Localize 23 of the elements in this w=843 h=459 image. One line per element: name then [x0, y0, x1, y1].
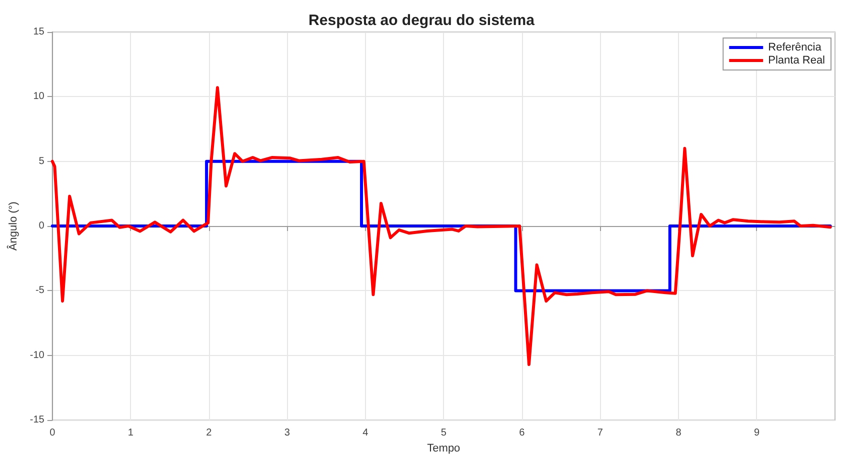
x-axis-title: Tempo [427, 442, 460, 454]
x-tick-label: 9 [754, 428, 760, 439]
x-tick-label: 3 [284, 428, 290, 439]
x-tick-label: 6 [519, 428, 526, 439]
legend-label: Planta Real [768, 54, 826, 66]
x-tick-label: 0 [50, 428, 56, 439]
chart-title: Resposta ao degrau do sistema [308, 12, 536, 29]
y-tick-label: 10 [33, 91, 45, 102]
x-tick-label: 2 [206, 428, 212, 439]
legend-label: Referência [768, 42, 822, 54]
y-tick-label: 15 [33, 26, 45, 38]
x-tick-label: 7 [597, 428, 604, 439]
y-tick-label: 5 [38, 156, 45, 167]
x-tick-label: 8 [676, 428, 682, 439]
y-tick-label: -10 [30, 350, 45, 361]
y-axis-title: Ângulo (°) [6, 202, 20, 251]
y-tick-label: -5 [35, 285, 45, 296]
y-tick-label: -15 [30, 414, 45, 426]
y-tick-label: 0 [38, 220, 45, 232]
x-tick-label: 4 [362, 428, 369, 439]
x-tick-label: 1 [128, 428, 134, 439]
x-tick-label: 5 [440, 428, 447, 439]
line-series [50, 86, 832, 366]
